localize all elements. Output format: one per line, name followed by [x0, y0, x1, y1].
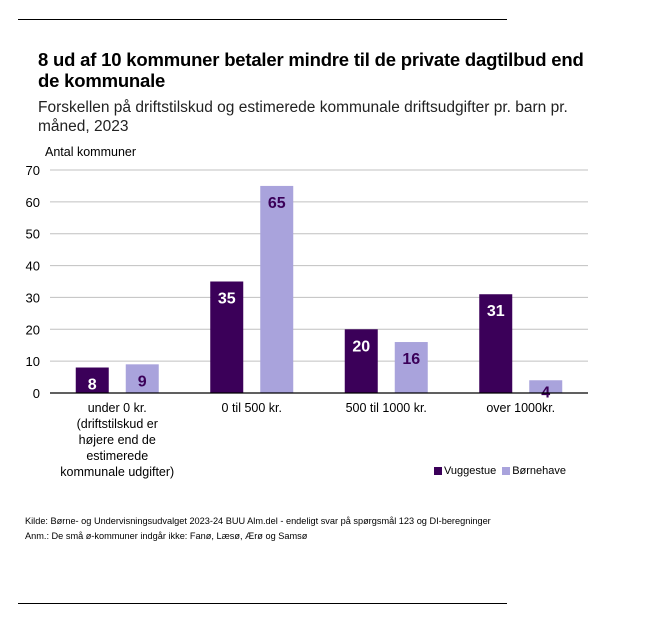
x-tick-label-line: 500 til 1000 kr. — [346, 401, 427, 415]
legend-swatch-vuggestue — [434, 467, 442, 475]
footnotes: Kilde: Børne- og Undervisningsudvalget 2… — [25, 514, 491, 544]
bar-bornehave — [529, 380, 563, 393]
y-tick-label: 20 — [26, 322, 40, 337]
x-tick-label-line: kommunale udgifter) — [60, 465, 174, 479]
x-tick-label: 500 til 1000 kr. — [346, 401, 427, 415]
y-axis-label: Antal kommuner — [45, 145, 137, 159]
bar-bornehave — [125, 364, 159, 393]
y-tick-label: 70 — [26, 163, 40, 178]
bar-vuggestue — [344, 329, 378, 393]
x-tick-label-line: estimerede — [86, 449, 148, 463]
data-label: 65 — [268, 195, 286, 212]
x-tick-label-line: under 0 kr. — [88, 401, 147, 415]
y-tick-label: 50 — [26, 227, 40, 242]
x-tick-label: 0 til 500 kr. — [222, 401, 282, 415]
x-tick-label: over 1000kr. — [486, 401, 555, 415]
bar-vuggestue — [210, 281, 244, 393]
bar-vuggestue — [479, 294, 513, 393]
y-tick-label: 60 — [26, 195, 40, 210]
data-label: 9 — [138, 373, 147, 390]
legend-swatch-bornehave — [502, 467, 511, 475]
top-rule — [18, 19, 507, 20]
legend: Vuggestue Børnehave — [434, 465, 572, 477]
bar-bornehave — [394, 342, 428, 393]
bottom-rule — [18, 603, 507, 604]
data-label: 16 — [402, 351, 420, 368]
legend-item-bornehave: Børnehave — [502, 465, 566, 477]
source-note: Kilde: Børne- og Undervisningsudvalget 2… — [25, 516, 491, 526]
x-tick-label-line: (driftstilskud er — [77, 417, 158, 431]
y-tick-label: 40 — [26, 259, 40, 274]
legend-label-bornehave: Børnehave — [512, 465, 567, 477]
chart-title: 8 ud af 10 kommuner betaler mindre til d… — [38, 49, 584, 91]
data-label: 20 — [352, 338, 370, 355]
data-label: 35 — [218, 291, 236, 308]
x-tick-label-line: over 1000kr. — [486, 401, 555, 415]
y-tick-label: 10 — [26, 354, 40, 369]
y-tick-label: 0 — [33, 386, 40, 401]
data-label: 8 — [88, 377, 97, 394]
bar-bornehave — [260, 185, 294, 393]
x-tick-label-line: højere end de — [79, 433, 156, 447]
legend-label-vuggestue: Vuggestue — [444, 465, 497, 477]
bar-vuggestue — [75, 367, 109, 393]
y-tick-label: 30 — [26, 290, 40, 305]
x-tick-label-line: 0 til 500 kr. — [222, 401, 282, 415]
legend-item-vuggestue: Vuggestue — [434, 465, 496, 477]
annotation-note: Anm.: De små ø-kommuner indgår ikke: Fan… — [25, 531, 308, 541]
x-tick-label: under 0 kr. (driftstilskud er højere end d… — [60, 401, 174, 479]
chart-subtitle: Forskellen på driftstilskud og estimered… — [38, 99, 568, 135]
data-label: 31 — [487, 303, 505, 320]
